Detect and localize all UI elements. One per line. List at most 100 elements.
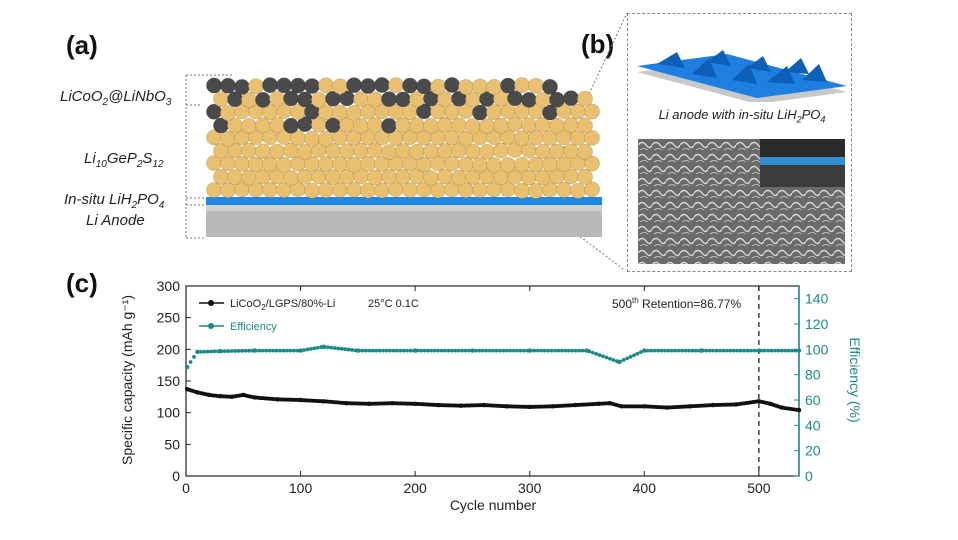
efficiency-point: [748, 348, 753, 353]
x-tick-label: 500: [747, 480, 771, 496]
efficiency-point: [707, 348, 712, 353]
panel-label-b: (b): [581, 29, 615, 59]
efficiency-point: [278, 348, 282, 353]
particle: [304, 130, 320, 147]
efficiency-point: [218, 349, 223, 354]
x-tick-label: 100: [289, 480, 313, 496]
particle: [528, 183, 544, 199]
particle: [577, 169, 593, 185]
efficiency-point: [752, 348, 757, 353]
particle: [486, 157, 502, 173]
particle: [584, 129, 600, 146]
efficiency-point: [559, 348, 564, 353]
particle: [563, 143, 579, 160]
efficiency-point: [666, 348, 671, 353]
particle: [451, 117, 467, 134]
particle: [374, 77, 390, 93]
efficiency-point: [735, 348, 740, 353]
efficiency-point: [539, 348, 544, 353]
plot-border: [185, 285, 800, 477]
particle: [423, 169, 439, 186]
capacity-point: [275, 397, 280, 402]
efficiency-point: [597, 353, 602, 357]
particle: [521, 117, 537, 134]
efficiency-point: [611, 358, 616, 362]
efficiency-point: [229, 349, 234, 353]
efficiency-point: [584, 348, 590, 353]
efficiency-point: [776, 348, 781, 353]
particle: [486, 104, 502, 121]
capacity-point: [367, 401, 372, 406]
particle: [325, 169, 341, 185]
sem-micrograph: [638, 139, 845, 264]
efficiency-point: [226, 349, 231, 353]
particle: [535, 143, 551, 160]
efficiency-point: [793, 348, 798, 353]
particle: [570, 183, 586, 199]
efficiency-point: [601, 354, 605, 359]
particle: [521, 91, 537, 108]
efficiency-point: [223, 349, 227, 354]
particle: [332, 104, 348, 121]
efficiency-point: [577, 348, 581, 353]
legend-capacity-label: LiCoO2/LGPS/80%-Li: [230, 298, 335, 312]
efficiency-point: [391, 348, 396, 353]
particle: [213, 168, 229, 185]
efficiency-point: [326, 345, 330, 350]
x-axis-title: Cycle number: [450, 497, 537, 513]
efficiency-point: [711, 348, 715, 353]
efficiency-point: [632, 353, 636, 358]
layer-label-electrolyte: Li10GeP2S12: [84, 150, 164, 170]
efficiency-point: [401, 348, 406, 353]
capacity-point: [252, 395, 257, 400]
plot-frame: [185, 285, 800, 477]
particle: [409, 143, 425, 160]
particle: [367, 116, 383, 133]
particle: [437, 143, 453, 159]
anode-3d-illustration: [637, 50, 847, 102]
efficiency-point: [494, 348, 499, 353]
particle: [465, 117, 481, 134]
y-axis-title: Specific capacity (mAh g⁻¹): [119, 295, 135, 465]
efficiency-point: [418, 348, 423, 353]
efficiency-point: [346, 347, 351, 352]
efficiency-point: [240, 348, 245, 353]
efficiency-point: [470, 348, 475, 353]
capacity-point: [550, 404, 555, 409]
y-tick-label: 200: [157, 341, 181, 357]
particle: [409, 117, 425, 134]
efficiency-point: [463, 348, 468, 353]
efficiency-point: [329, 345, 334, 350]
particle: [493, 142, 509, 159]
particle: [430, 78, 446, 95]
particle: [234, 79, 250, 95]
capacity-point: [435, 402, 441, 408]
efficiency-point: [436, 348, 440, 353]
particle: [346, 104, 362, 121]
efficiency-point: [656, 348, 660, 353]
capacity-series: [184, 387, 802, 413]
capacity-point: [665, 405, 670, 410]
capacity-point: [642, 404, 647, 409]
y-tick-label: 300: [157, 278, 181, 294]
capacity-point: [710, 402, 716, 408]
particle: [269, 143, 285, 160]
particle: [486, 78, 502, 95]
capacity-point: [619, 404, 624, 409]
efficiency-point: [522, 348, 526, 353]
efficiency-series: [184, 344, 802, 370]
particle: [318, 156, 334, 172]
efficiency-point: [721, 348, 726, 353]
efficiency-point: [202, 349, 207, 354]
capacity-point: [344, 400, 349, 406]
particle: [220, 105, 236, 121]
particle: [360, 78, 376, 94]
efficiency-point: [295, 348, 300, 353]
particle: [304, 182, 320, 199]
efficiency-point: [388, 348, 392, 353]
efficiency-point: [394, 348, 399, 353]
efficiency-point: [473, 348, 478, 353]
efficiency-point: [515, 348, 520, 353]
efficiency-point: [443, 348, 447, 353]
efficiency-point: [724, 348, 729, 353]
